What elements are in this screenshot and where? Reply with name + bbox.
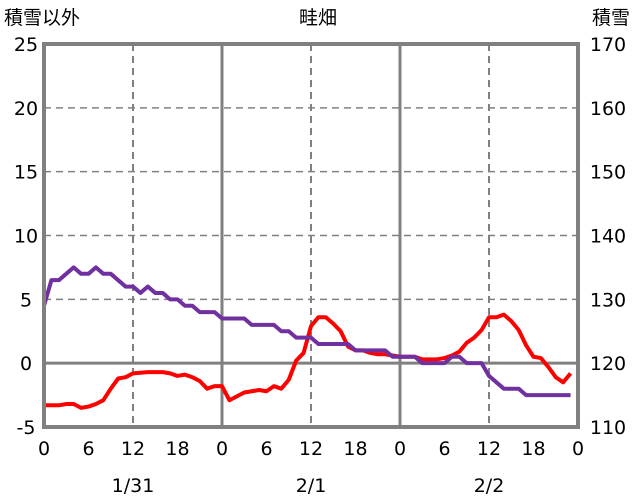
x-tick: 0 xyxy=(38,438,50,460)
y-tick-left: 25 xyxy=(14,34,38,56)
y-tick-left: -5 xyxy=(17,417,36,439)
x-tick: 6 xyxy=(438,438,450,460)
date-label: 1/31 xyxy=(112,475,155,497)
y-tick-left: 5 xyxy=(20,289,32,311)
y-tick-right: 120 xyxy=(590,353,626,375)
y-tick-left: 0 xyxy=(20,353,32,375)
x-tick: 12 xyxy=(299,438,323,460)
date-label: 2/2 xyxy=(474,475,505,497)
x-tick: 0 xyxy=(216,438,228,460)
chart-title: 畦畑 xyxy=(299,7,337,29)
series-line-non-snow xyxy=(44,312,573,410)
x-tick: 0 xyxy=(394,438,406,460)
x-tick: 12 xyxy=(477,438,501,460)
y-tick-right: 150 xyxy=(590,162,626,184)
y-tick-right: 140 xyxy=(590,226,626,248)
x-tick: 6 xyxy=(260,438,272,460)
x-tick: 18 xyxy=(343,438,367,460)
series-line-snow xyxy=(42,265,571,398)
y-tick-right: 110 xyxy=(590,417,626,439)
plot-frame xyxy=(42,42,580,429)
y-tick-left: 20 xyxy=(14,98,38,120)
date-label: 2/1 xyxy=(296,475,327,497)
y-tick-right: 160 xyxy=(590,98,626,120)
y-tick-left: 10 xyxy=(14,226,38,248)
x-tick: 18 xyxy=(521,438,545,460)
x-tick: 0 xyxy=(572,438,584,460)
y-tick-right: 170 xyxy=(590,34,626,56)
x-tick: 18 xyxy=(165,438,189,460)
right-axis-label: 積雪 xyxy=(592,7,630,29)
x-tick: 6 xyxy=(82,438,94,460)
y-tick-right: 130 xyxy=(590,289,626,311)
x-tick: 12 xyxy=(121,438,145,460)
y-tick-left: 15 xyxy=(14,162,38,184)
left-axis-label: 積雪以外 xyxy=(4,7,80,29)
